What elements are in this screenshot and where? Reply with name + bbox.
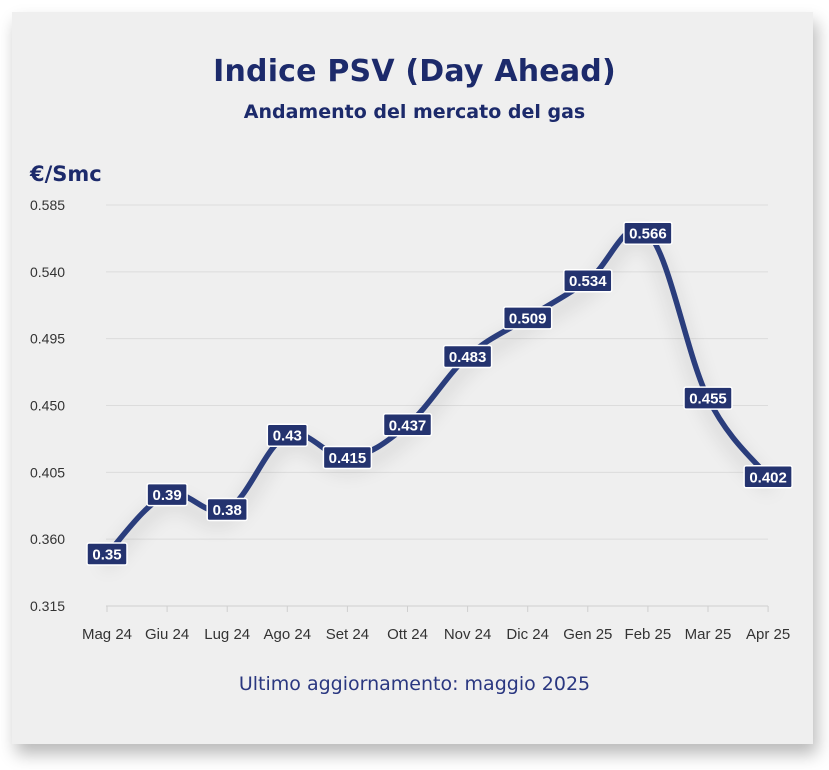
data-label: 0.483 bbox=[442, 344, 493, 369]
x-tick-label: Mag 24 bbox=[82, 626, 132, 643]
x-tick-label: Lug 24 bbox=[204, 626, 250, 643]
y-tick-label: 0.495 bbox=[30, 331, 65, 347]
x-tick-label: Apr 25 bbox=[746, 626, 790, 643]
chart-title: Indice PSV (Day Ahead) bbox=[213, 54, 616, 89]
x-tick-label: Dic 24 bbox=[506, 626, 549, 643]
data-label-text: 0.437 bbox=[389, 417, 427, 434]
data-label-text: 0.39 bbox=[152, 487, 181, 504]
data-label: 0.43 bbox=[266, 423, 309, 447]
data-label-box bbox=[206, 497, 248, 522]
last-update-note: Ultimo aggiornamento: maggio 2025 bbox=[238, 673, 591, 695]
y-tick-label: 0.315 bbox=[30, 598, 65, 614]
y-tick-label: 0.405 bbox=[30, 464, 65, 480]
data-label-text: 0.415 bbox=[329, 450, 367, 467]
data-label-text: 0.43 bbox=[273, 428, 302, 445]
y-tick-label: 0.360 bbox=[30, 531, 65, 547]
data-label-text: 0.534 bbox=[569, 273, 607, 290]
data-label-box bbox=[743, 465, 793, 489]
data-label: 0.455 bbox=[683, 386, 733, 410]
y-tick-label: 0.450 bbox=[30, 398, 65, 414]
y-tick-label: 0.540 bbox=[30, 264, 65, 280]
data-label-box bbox=[623, 221, 673, 245]
series-line bbox=[104, 225, 771, 557]
y-axis-unit-label: €/Smc bbox=[30, 162, 102, 186]
x-axis: Mag 24 Giu 24 Lug 24 Ago 24 Set 24 Ott 24 Nov … bbox=[82, 605, 790, 643]
data-label-text: 0.38 bbox=[213, 502, 242, 519]
chart-subtitle: Andamento del mercato del gas bbox=[243, 101, 586, 123]
data-label-text: 0.402 bbox=[749, 469, 787, 486]
data-label: 0.35 bbox=[86, 542, 128, 566]
x-tick-label: Giu 24 bbox=[145, 626, 189, 643]
data-label-text: 0.509 bbox=[509, 310, 547, 327]
data-label-box bbox=[382, 413, 433, 437]
data-labels: 0.35 0.39 0.38 0.43 0.415 0.437 0.483 0.509 0.53… bbox=[86, 221, 793, 566]
y-tick-label: 0.585 bbox=[30, 197, 65, 213]
data-label: 0.415 bbox=[322, 445, 373, 470]
x-tick-label: Gen 25 bbox=[563, 626, 612, 643]
data-label: 0.509 bbox=[502, 306, 553, 330]
data-label-box bbox=[86, 542, 128, 566]
data-label-text: 0.566 bbox=[629, 226, 667, 243]
data-label-box bbox=[563, 268, 613, 293]
x-tick-label: Nov 24 bbox=[444, 626, 492, 643]
x-tick-label: Ott 24 bbox=[387, 626, 428, 643]
data-label-box bbox=[502, 306, 553, 330]
x-tick-label: Mar 25 bbox=[685, 626, 732, 643]
data-label-box bbox=[683, 386, 733, 410]
data-label: 0.534 bbox=[563, 268, 613, 293]
y-axis-ticks: 0.585 0.540 0.495 0.450 0.405 0.360 0.315 bbox=[30, 197, 65, 614]
data-label: 0.38 bbox=[206, 497, 248, 522]
data-label: 0.437 bbox=[382, 413, 433, 437]
data-label-box bbox=[322, 445, 373, 470]
chart-card bbox=[12, 12, 813, 744]
data-label: 0.566 bbox=[623, 221, 673, 245]
data-label-box bbox=[146, 482, 188, 507]
x-tick-label: Set 24 bbox=[326, 626, 369, 643]
data-label: 0.402 bbox=[743, 465, 793, 489]
data-label-text: 0.35 bbox=[92, 547, 121, 564]
grid-lines bbox=[106, 204, 768, 540]
data-label-box bbox=[266, 423, 309, 447]
x-tick-label: Feb 25 bbox=[625, 626, 672, 643]
data-label-box bbox=[442, 344, 493, 369]
data-label-text: 0.455 bbox=[689, 391, 727, 408]
data-label: 0.39 bbox=[146, 482, 188, 507]
data-label-text: 0.483 bbox=[449, 349, 487, 366]
series-line-group bbox=[104, 225, 771, 557]
x-tick-label: Ago 24 bbox=[264, 626, 312, 643]
